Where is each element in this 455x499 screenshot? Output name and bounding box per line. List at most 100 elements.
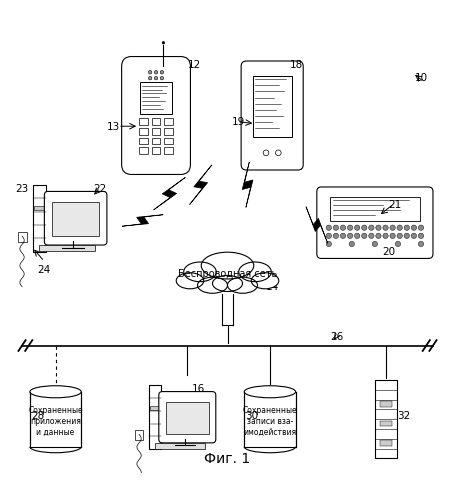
Ellipse shape bbox=[244, 386, 296, 398]
Bar bbox=[30, 392, 81, 447]
Text: 23: 23 bbox=[15, 184, 29, 194]
Polygon shape bbox=[122, 215, 163, 226]
Bar bbox=[152, 138, 161, 145]
Bar bbox=[164, 128, 173, 135]
Circle shape bbox=[369, 233, 374, 239]
FancyBboxPatch shape bbox=[45, 192, 107, 245]
Circle shape bbox=[376, 225, 381, 231]
Bar bbox=[244, 392, 296, 447]
Ellipse shape bbox=[176, 273, 204, 289]
Text: 13: 13 bbox=[107, 122, 120, 132]
Text: 18: 18 bbox=[290, 60, 303, 70]
Circle shape bbox=[148, 70, 152, 74]
Circle shape bbox=[404, 233, 410, 239]
Circle shape bbox=[148, 76, 152, 80]
Circle shape bbox=[326, 242, 332, 247]
Ellipse shape bbox=[201, 252, 254, 279]
Text: 28: 28 bbox=[31, 411, 44, 421]
Text: 21: 21 bbox=[389, 200, 402, 210]
Bar bbox=[164, 118, 173, 125]
Bar bbox=[18, 232, 26, 243]
Ellipse shape bbox=[228, 277, 258, 293]
Circle shape bbox=[376, 233, 381, 239]
Bar bbox=[222, 294, 233, 325]
Circle shape bbox=[418, 225, 424, 231]
Ellipse shape bbox=[197, 277, 228, 293]
Circle shape bbox=[340, 233, 346, 239]
Circle shape bbox=[362, 225, 367, 231]
Circle shape bbox=[369, 225, 374, 231]
Text: 10: 10 bbox=[415, 72, 428, 82]
Circle shape bbox=[162, 41, 165, 44]
Bar bbox=[149, 385, 161, 449]
Circle shape bbox=[349, 242, 354, 247]
Ellipse shape bbox=[30, 441, 81, 453]
Text: 26: 26 bbox=[330, 332, 344, 342]
Circle shape bbox=[383, 233, 388, 239]
Circle shape bbox=[383, 225, 388, 231]
Text: 20: 20 bbox=[383, 247, 396, 256]
Bar bbox=[330, 197, 420, 221]
Text: 12: 12 bbox=[187, 60, 201, 70]
Circle shape bbox=[154, 70, 158, 74]
Circle shape bbox=[418, 242, 424, 247]
Ellipse shape bbox=[212, 275, 243, 291]
Bar bbox=[152, 128, 161, 135]
Circle shape bbox=[340, 225, 346, 231]
Bar bbox=[139, 138, 148, 145]
Bar bbox=[152, 118, 161, 125]
Text: Сохраненные
записи вза-
имодействия: Сохраненные записи вза- имодействия bbox=[243, 406, 297, 437]
Bar bbox=[139, 118, 148, 125]
Polygon shape bbox=[242, 162, 253, 208]
Circle shape bbox=[326, 225, 332, 231]
Text: Сохраненные
приложения
и данные: Сохраненные приложения и данные bbox=[28, 406, 83, 437]
Circle shape bbox=[263, 150, 269, 156]
Text: 32: 32 bbox=[397, 411, 410, 421]
Circle shape bbox=[404, 225, 410, 231]
Ellipse shape bbox=[251, 273, 279, 289]
Polygon shape bbox=[190, 165, 212, 205]
Bar bbox=[139, 128, 148, 135]
Bar bbox=[152, 147, 161, 154]
Circle shape bbox=[348, 233, 353, 239]
Bar bbox=[379, 440, 393, 446]
FancyBboxPatch shape bbox=[241, 61, 303, 170]
Circle shape bbox=[362, 233, 367, 239]
Circle shape bbox=[154, 76, 158, 80]
Ellipse shape bbox=[244, 441, 296, 453]
Polygon shape bbox=[306, 207, 328, 243]
FancyBboxPatch shape bbox=[159, 392, 216, 443]
Text: 19: 19 bbox=[232, 117, 245, 127]
Bar bbox=[135, 430, 143, 440]
Circle shape bbox=[390, 225, 395, 231]
Circle shape bbox=[354, 225, 360, 231]
Bar bbox=[34, 206, 45, 210]
Bar bbox=[166, 402, 209, 434]
FancyBboxPatch shape bbox=[121, 56, 191, 175]
Circle shape bbox=[348, 225, 353, 231]
Circle shape bbox=[354, 233, 360, 239]
Ellipse shape bbox=[30, 386, 81, 398]
Bar bbox=[150, 406, 160, 410]
Circle shape bbox=[333, 233, 339, 239]
Circle shape bbox=[372, 242, 378, 247]
Circle shape bbox=[390, 233, 395, 239]
Text: 14: 14 bbox=[266, 282, 279, 292]
Ellipse shape bbox=[239, 262, 271, 281]
Bar bbox=[253, 76, 292, 137]
Bar bbox=[155, 443, 205, 449]
Text: Фиг. 1: Фиг. 1 bbox=[204, 452, 251, 466]
Circle shape bbox=[276, 150, 281, 156]
Text: Беспроводная сеть: Беспроводная сеть bbox=[178, 269, 277, 279]
Circle shape bbox=[418, 233, 424, 239]
Circle shape bbox=[160, 70, 164, 74]
Circle shape bbox=[160, 76, 164, 80]
Circle shape bbox=[397, 233, 402, 239]
Circle shape bbox=[326, 233, 332, 239]
Ellipse shape bbox=[184, 262, 216, 281]
Circle shape bbox=[411, 233, 417, 239]
Circle shape bbox=[411, 225, 417, 231]
Bar bbox=[52, 203, 100, 236]
Polygon shape bbox=[154, 178, 185, 210]
Bar bbox=[164, 138, 173, 145]
